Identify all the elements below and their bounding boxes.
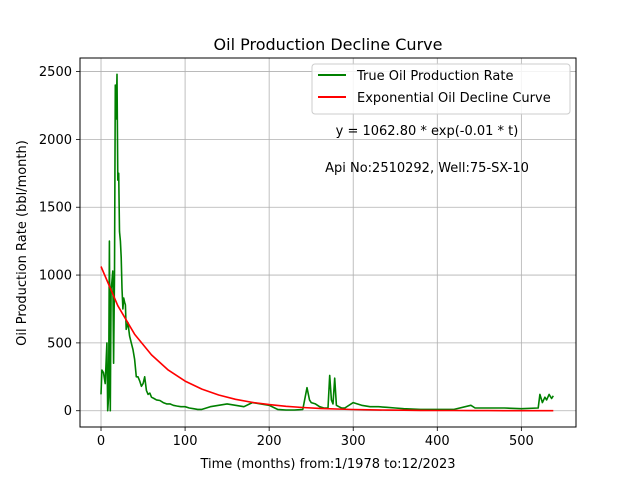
y-axis-label: Oil Production Rate (bbl/month) [15, 140, 30, 346]
y-tick-label: 1500 [39, 201, 72, 216]
y-tick-label: 0 [64, 404, 72, 419]
chart-title: Oil Production Decline Curve [214, 35, 443, 54]
true-production-rate-line [100, 73, 554, 412]
equation-annotation: y = 1062.80 * exp(-0.01 * t) [336, 124, 519, 139]
series-layer [100, 73, 554, 412]
y-tick-label: 1000 [39, 269, 72, 284]
legend: True Oil Production Rate Exponential Oil… [311, 63, 571, 115]
x-axis-label: Time (months) from:1/1978 to:12/2023 [199, 457, 455, 472]
x-tick-label: 100 [173, 434, 198, 449]
x-tick-label: 400 [425, 434, 450, 449]
x-tick-label: 0 [97, 434, 105, 449]
legend-box [311, 63, 571, 115]
plot-frame [79, 57, 577, 428]
legend-label-true-rate: True Oil Production Rate [356, 69, 513, 84]
exponential-decline-curve-line [100, 266, 554, 412]
ticks-layer: 0 100 200 300 400 500 0 500 1000 1500 2000 2500 [39, 65, 534, 449]
grid-layer [80, 58, 576, 427]
y-tick-label: 2000 [39, 133, 72, 148]
well-annotation: Api No:2510292, Well:75-SX-10 [325, 161, 529, 176]
x-tick-label: 500 [509, 434, 534, 449]
x-tick-label: 200 [257, 434, 282, 449]
y-tick-label: 500 [47, 336, 72, 351]
y-tick-label: 2500 [39, 65, 72, 80]
legend-label-decline-curve: Exponential Oil Decline Curve [357, 91, 551, 106]
x-tick-label: 300 [341, 434, 366, 449]
